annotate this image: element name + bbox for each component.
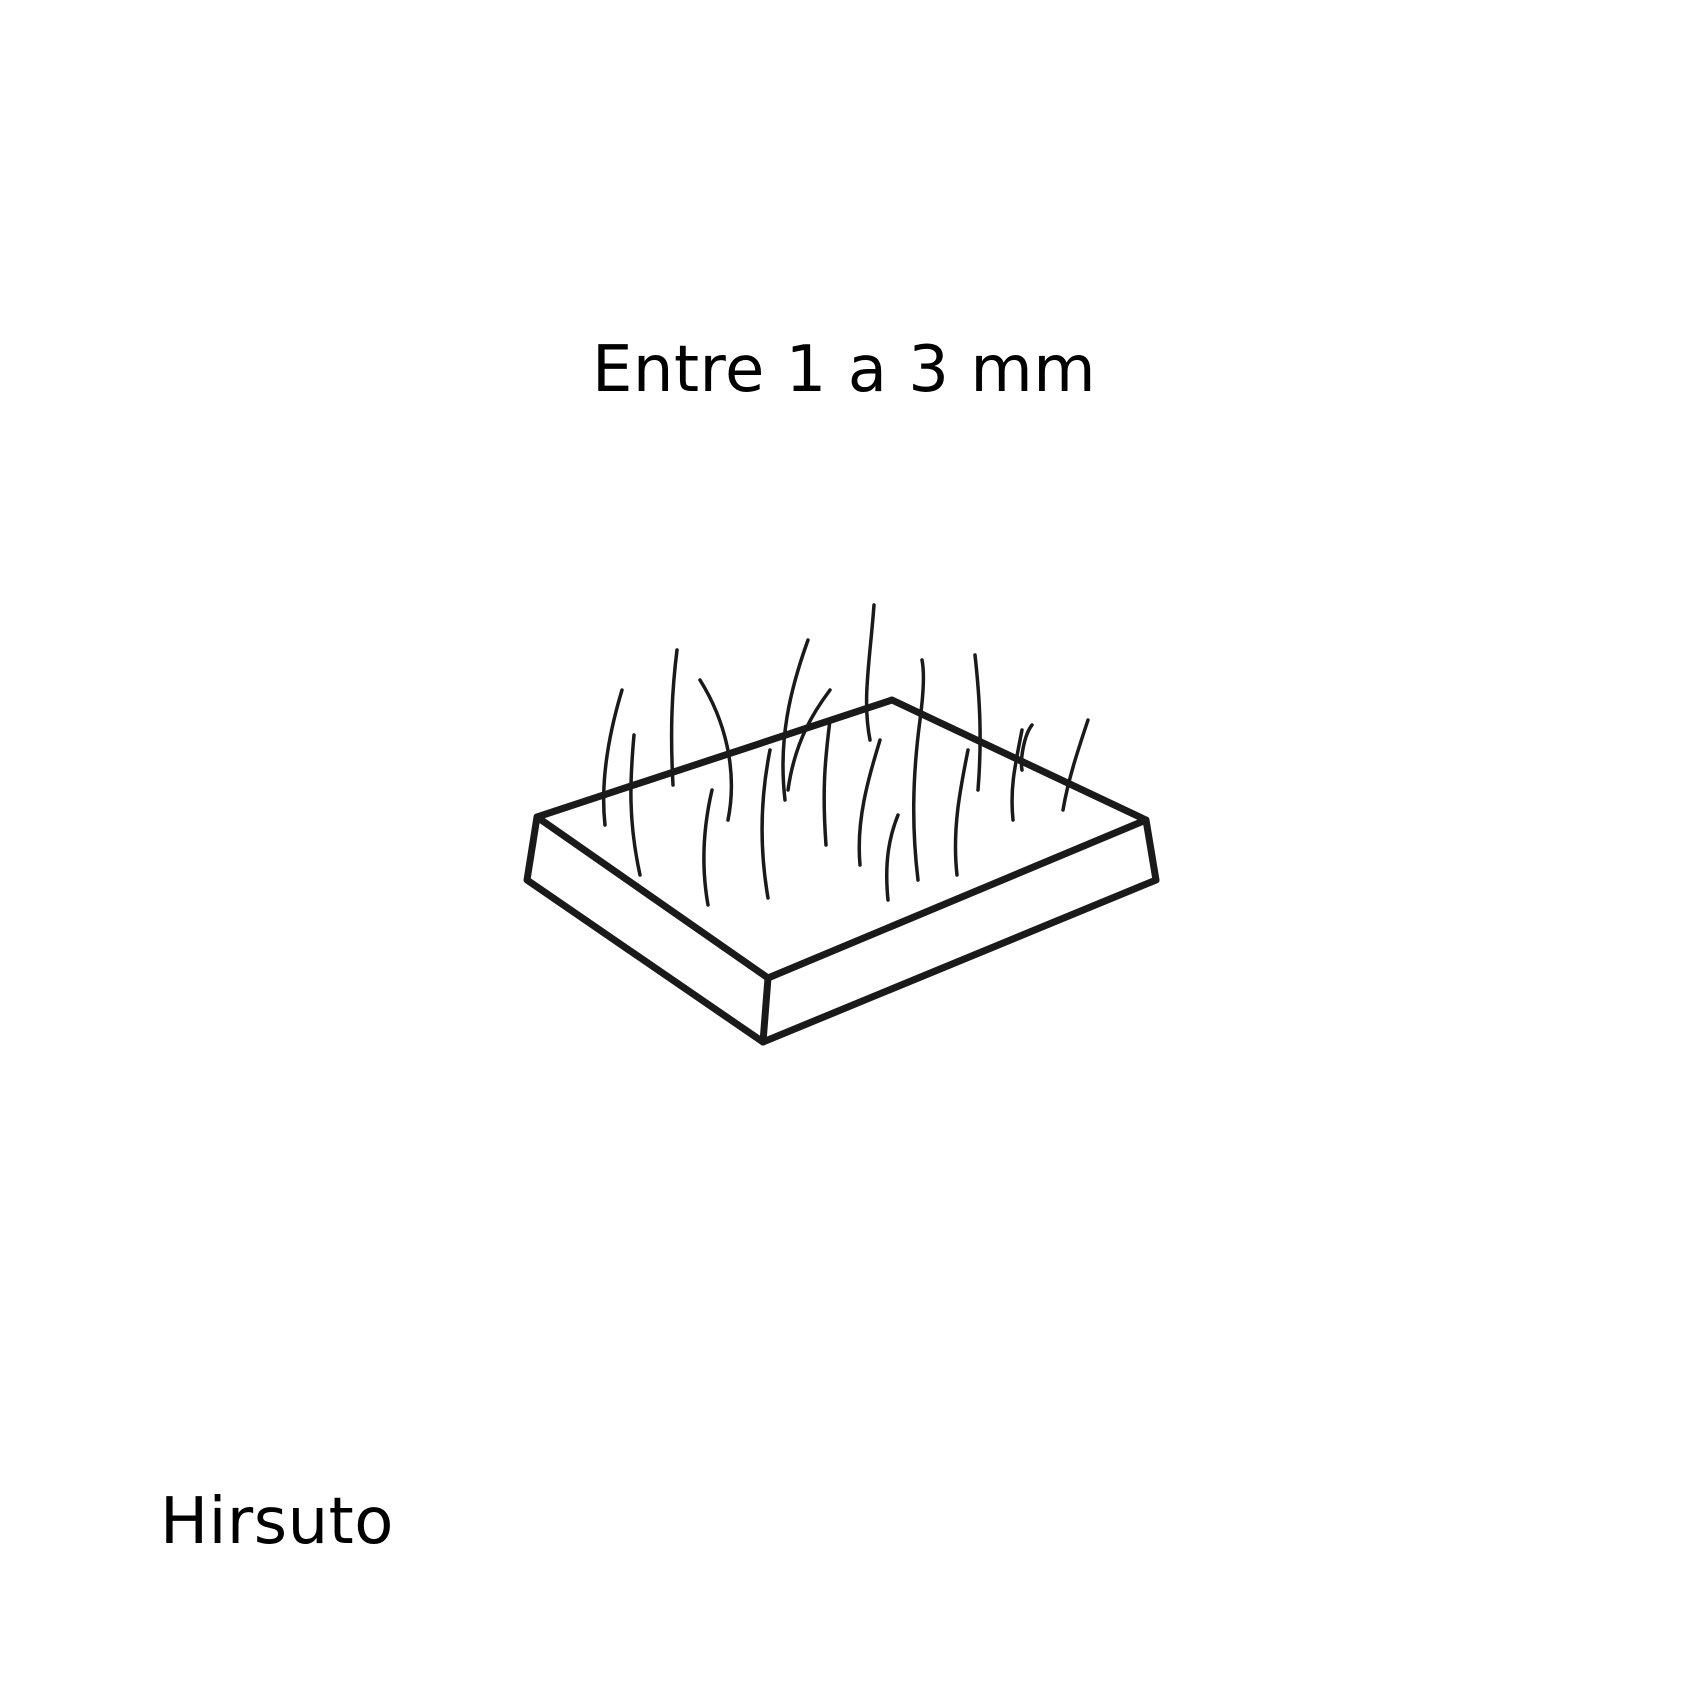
hair-strand bbox=[973, 653, 982, 792]
hair-strand bbox=[786, 688, 832, 792]
slab-right-side bbox=[759, 816, 1160, 1046]
hair-strand bbox=[953, 748, 970, 877]
hair-strand bbox=[864, 603, 876, 742]
hair-strand bbox=[781, 638, 810, 802]
length-caption: Entre 1 a 3 mm bbox=[591, 333, 1097, 407]
hair-strand bbox=[1010, 728, 1024, 822]
slab-block bbox=[523, 696, 1160, 1046]
hair-strand bbox=[629, 733, 642, 877]
hair-strand bbox=[669, 648, 679, 787]
hair-strand bbox=[601, 688, 624, 827]
term-label: Hirsuto bbox=[160, 1485, 394, 1559]
hair-strand bbox=[1061, 718, 1090, 812]
hair-strand bbox=[1019, 723, 1034, 772]
hair-strand bbox=[822, 718, 832, 847]
hair-strand bbox=[857, 738, 882, 867]
slab-left-side bbox=[523, 813, 772, 1046]
hair-strand bbox=[884, 813, 900, 902]
slab-top-face bbox=[533, 696, 1150, 982]
hair-strand bbox=[698, 678, 734, 822]
hairs bbox=[601, 603, 1090, 907]
hair-strand bbox=[702, 788, 714, 907]
hair-strand bbox=[911, 658, 926, 882]
hair-strand bbox=[760, 748, 772, 900]
